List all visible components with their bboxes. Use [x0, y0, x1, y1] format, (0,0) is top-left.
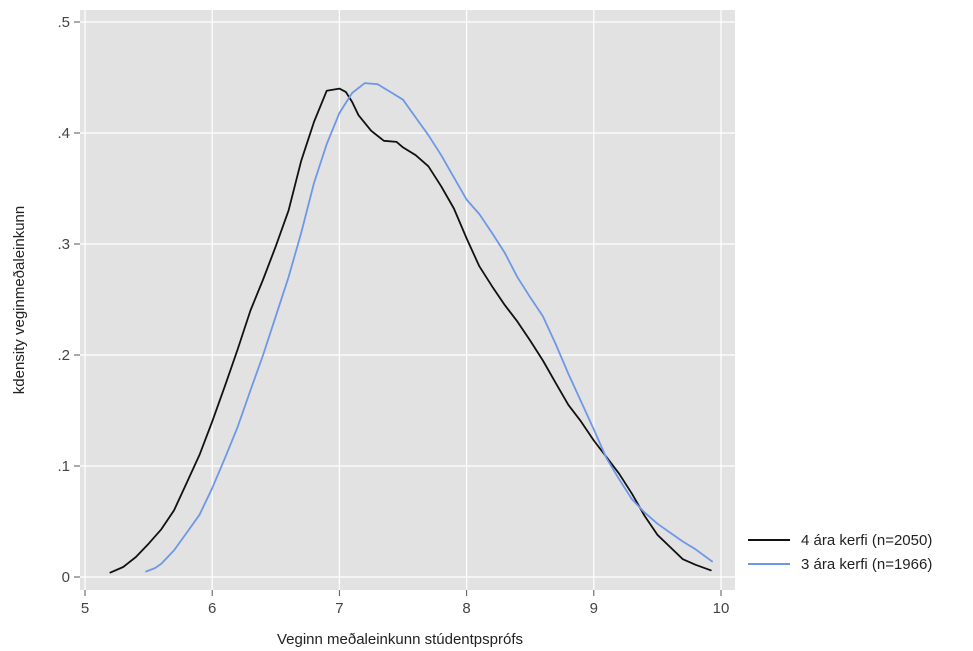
y-axis-title: kdensity veginmeðaleinkunn [11, 206, 28, 394]
x-tick-label: 10 [713, 600, 730, 617]
x-tick-label: 6 [208, 600, 216, 617]
x-tick-label: 5 [81, 600, 89, 617]
y-tick-label: .5 [57, 14, 70, 31]
y-tick-label: .4 [57, 125, 70, 142]
y-tick-label: .1 [57, 458, 70, 475]
series-lines [109, 82, 713, 574]
legend: 4 ára kerfi (n=2050) 3 ára kerfi (n=1966) [748, 532, 932, 573]
y-tick-label: .3 [57, 236, 70, 253]
grid-lines [80, 10, 735, 590]
x-axis-title: Veginn meðaleinkunn stúdentpsprófs [277, 631, 523, 648]
legend-label: 3 ára kerfi (n=1966) [801, 556, 932, 573]
y-tick-label: .2 [57, 347, 70, 364]
x-tick-label: 8 [462, 600, 470, 617]
legend-label: 4 ára kerfi (n=2050) [801, 532, 932, 549]
y-tick-label: 0 [62, 569, 70, 586]
x-tick-label: 9 [590, 600, 598, 617]
axes: 5 6 7 8 9 10 0 .1 .2 .3 .4 .5 [57, 14, 729, 617]
x-tick-label: 7 [335, 600, 343, 617]
series-line-2 [145, 82, 713, 573]
